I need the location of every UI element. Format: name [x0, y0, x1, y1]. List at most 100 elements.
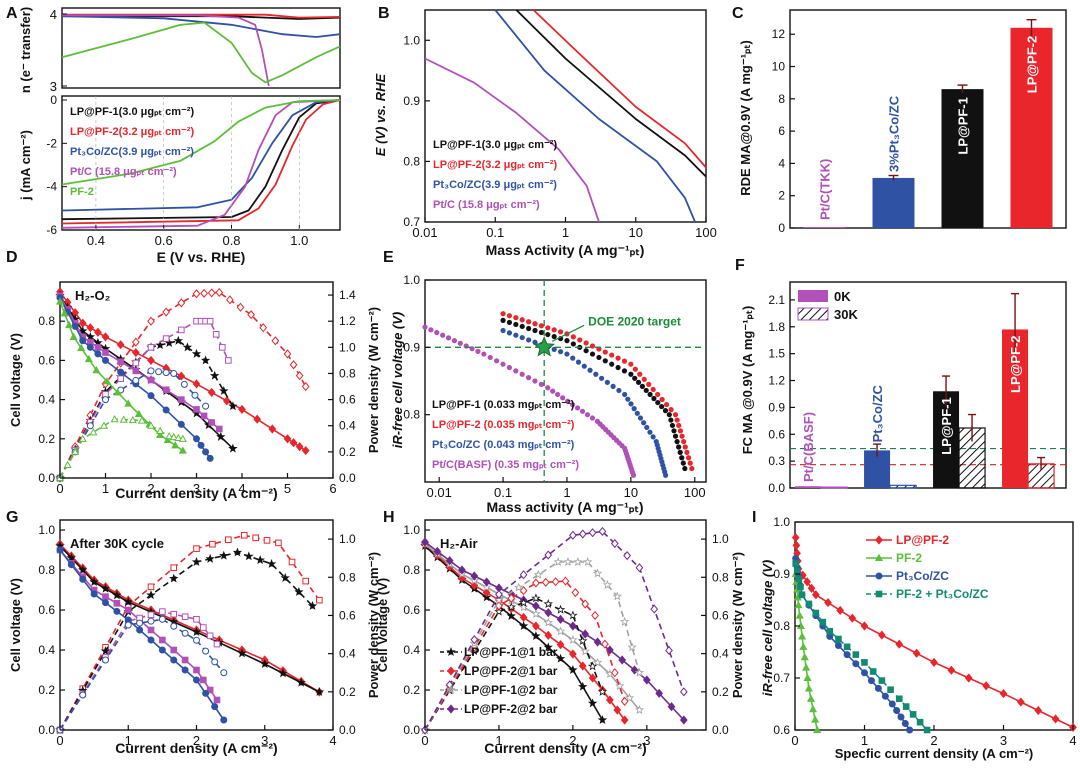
circle-marker [67, 561, 75, 569]
x-axis-label: E (V vs. RHE) [157, 249, 246, 265]
circle-marker [79, 575, 87, 583]
square-marker [162, 386, 170, 394]
circle-marker [843, 651, 851, 659]
y-tick-label: -4 [46, 180, 57, 194]
plot-frame [789, 9, 1067, 229]
panel-annotation: After 30K cycle [70, 536, 164, 551]
x-tick-label: 4 [238, 481, 245, 496]
star-marker [219, 385, 229, 395]
legend-entry: LP@PF-2(3.2 μgₚₜ cm⁻²) [433, 159, 557, 171]
plot-frame [794, 521, 1074, 731]
bar-0k [933, 391, 960, 488]
diamond-marker [667, 702, 676, 712]
circle-marker [888, 700, 896, 708]
diamond-marker [569, 649, 577, 659]
y-tick-label: 1.0 [403, 273, 420, 287]
diamond-marker [544, 550, 553, 560]
square-marker [923, 726, 931, 734]
panel-c: Pt/C(TKK) 3%Pt₃Co/ZC LP@PF-1 LP@PF-2 0 2 4 6 8 10… [738, 9, 1067, 235]
y-axis-label: E (V) vs. RHE [373, 73, 388, 156]
annotation-pointer [551, 324, 585, 342]
data-point [598, 375, 605, 381]
square-marker [209, 540, 216, 548]
square-marker [798, 591, 806, 599]
circle-marker [136, 619, 144, 627]
diamond-marker [895, 639, 904, 649]
diamond-marker [421, 537, 429, 547]
y-tick-label: 0.6 [773, 723, 790, 737]
data-point [500, 361, 506, 367]
star-marker [169, 573, 179, 583]
star-marker [123, 597, 133, 606]
legend-entry: Pt₃Co/ZC(3.9 μgₚₜ cm⁻²) [433, 179, 557, 191]
circle-marker [86, 343, 94, 351]
circle-marker [177, 420, 185, 428]
star-marker [578, 635, 588, 645]
x-tick-label: 2 [569, 733, 576, 748]
bar-label: 3%Pt₃Co/ZC [887, 95, 902, 172]
bar-label: LP@PF-2 [1008, 335, 1023, 392]
y-tick-label: 0.4 [38, 393, 55, 407]
y-tick-label: 0.9 [768, 400, 785, 414]
diamond-marker [803, 577, 812, 587]
square-marker [213, 696, 221, 704]
y-axis-label: iR-free cell voltage (V) [390, 312, 405, 449]
diamond-marker [588, 528, 597, 538]
y-tick-label: 2 [778, 189, 785, 203]
square-marker [875, 590, 883, 598]
diamond-marker [613, 705, 622, 715]
square-marker [263, 537, 271, 544]
series-line-pt3co-zc [494, 9, 696, 223]
star-marker [573, 557, 583, 566]
data-point [689, 465, 695, 472]
diamond-marker [569, 530, 577, 540]
x-tick-label: 1.0 [290, 233, 308, 248]
y-axis-label: FC MA @0.9V (A mg⁻¹ₚₜ) [740, 306, 755, 455]
diamond-marker [1034, 705, 1043, 716]
triangle-marker [795, 611, 804, 619]
diamond-marker [177, 298, 186, 308]
square-marker [215, 425, 223, 433]
square-marker [147, 583, 155, 591]
triangle-marker [809, 704, 818, 713]
diamond-marker [912, 648, 921, 658]
triangle-marker [110, 414, 119, 423]
square-marker [124, 606, 132, 614]
y-tick-label: 0.2 [38, 432, 55, 446]
data-point [668, 407, 674, 413]
diamond-marker [131, 337, 140, 347]
star-marker [531, 593, 541, 603]
star-marker [266, 558, 277, 568]
x-tick-label: 1 [102, 481, 109, 496]
data-point [681, 439, 687, 445]
diamond-marker [458, 565, 466, 575]
star-marker [533, 569, 544, 579]
circle-marker [124, 621, 132, 629]
circle-marker [893, 707, 901, 714]
y-tick-label: 0.3 [768, 454, 785, 468]
diamond-marker [982, 681, 990, 691]
diamond-marker [860, 621, 869, 631]
legend-swatch-0k [798, 290, 828, 302]
star-marker [146, 590, 156, 600]
triangle-marker [800, 652, 809, 661]
star-marker [543, 642, 553, 652]
data-point [513, 368, 519, 374]
triangle-marker [146, 421, 156, 429]
star-marker [446, 647, 456, 656]
diamond-marker [268, 424, 277, 434]
square-marker [887, 686, 894, 694]
square-marker [869, 668, 877, 675]
diamond-marker [679, 715, 688, 725]
square-marker [225, 536, 232, 544]
y-tick-label: 0.0 [403, 723, 420, 737]
diamond-marker [283, 434, 292, 444]
circle-marker [102, 656, 109, 664]
diamond-marker [964, 673, 973, 683]
data-point [560, 395, 566, 401]
star-marker [587, 661, 598, 671]
y2-axis-label: Power density (W cm⁻²) [366, 307, 381, 453]
data-point [500, 327, 506, 334]
x-tick-label: 1 [562, 225, 569, 240]
star-marker [518, 597, 529, 607]
